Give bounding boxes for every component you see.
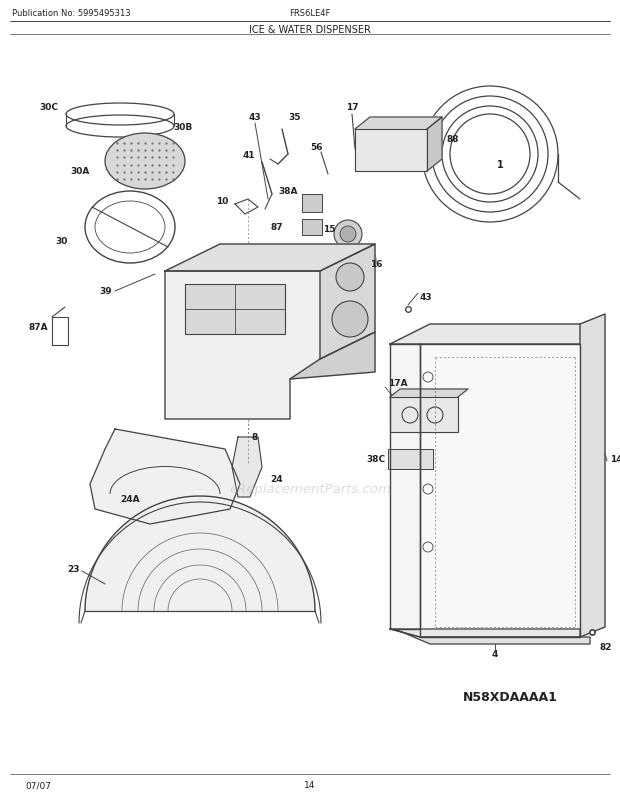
Text: 17: 17 (346, 103, 358, 112)
Text: 1: 1 (497, 160, 503, 170)
Polygon shape (355, 130, 427, 172)
Text: 16: 16 (370, 260, 383, 269)
Bar (52, 318, 68, 346)
Text: 56: 56 (311, 144, 323, 152)
Polygon shape (355, 118, 442, 130)
Polygon shape (320, 245, 375, 359)
Circle shape (332, 302, 368, 338)
Text: 30: 30 (56, 237, 68, 246)
Polygon shape (165, 272, 320, 419)
Text: FRS6LE4F: FRS6LE4F (290, 10, 330, 18)
Text: 14: 14 (304, 780, 316, 789)
Text: 87: 87 (270, 223, 283, 233)
Text: 30A: 30A (71, 168, 90, 176)
Text: 87A: 87A (29, 323, 48, 332)
Polygon shape (427, 118, 442, 172)
Text: 35: 35 (289, 113, 301, 123)
Text: 8: 8 (252, 433, 259, 442)
Text: 4: 4 (492, 650, 498, 658)
Polygon shape (390, 390, 468, 398)
Text: 30C: 30C (39, 103, 58, 111)
Text: 24: 24 (270, 475, 283, 484)
Polygon shape (390, 325, 580, 345)
Ellipse shape (105, 134, 185, 190)
Text: 15: 15 (324, 225, 336, 234)
Circle shape (336, 264, 364, 292)
Polygon shape (232, 437, 262, 497)
Text: 38A: 38A (278, 187, 298, 196)
Text: 41: 41 (242, 150, 255, 160)
Polygon shape (290, 333, 375, 379)
Text: 38C: 38C (367, 455, 386, 464)
Circle shape (344, 245, 376, 277)
Polygon shape (390, 630, 580, 638)
Text: ICE & WATER DISPENSER: ICE & WATER DISPENSER (249, 25, 371, 35)
Text: 39: 39 (99, 287, 112, 296)
Text: 24A: 24A (120, 495, 140, 504)
Circle shape (340, 227, 356, 243)
Polygon shape (420, 345, 580, 638)
Text: 14: 14 (610, 455, 620, 464)
Polygon shape (390, 345, 420, 630)
Polygon shape (580, 314, 605, 638)
Text: 10: 10 (216, 197, 228, 206)
Text: eReplacementParts.com: eReplacementParts.com (229, 483, 391, 496)
Circle shape (351, 253, 369, 270)
Polygon shape (390, 398, 458, 432)
Polygon shape (165, 245, 375, 272)
Text: Publication No: 5995495313: Publication No: 5995495313 (12, 10, 131, 18)
Bar (302, 220, 322, 236)
Circle shape (334, 221, 362, 249)
Bar (388, 449, 433, 469)
Polygon shape (85, 496, 315, 611)
Text: 30B: 30B (173, 123, 192, 132)
Bar (302, 195, 322, 213)
Polygon shape (390, 630, 590, 644)
Text: 88: 88 (447, 136, 459, 144)
Text: 23: 23 (68, 565, 80, 573)
Text: 43: 43 (249, 113, 261, 123)
Text: 82: 82 (600, 642, 613, 652)
Text: 17A: 17A (388, 379, 407, 388)
Bar (185, 285, 285, 334)
Polygon shape (90, 429, 240, 525)
Text: N58XDAAAA1: N58XDAAAA1 (463, 691, 557, 703)
Text: 07/07: 07/07 (25, 780, 51, 789)
Text: 43: 43 (420, 294, 433, 302)
